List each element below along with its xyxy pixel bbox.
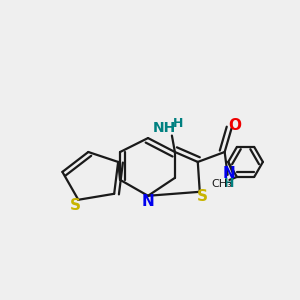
Text: NH: NH <box>153 121 176 135</box>
Text: O: O <box>228 118 241 133</box>
Text: S: S <box>197 189 208 204</box>
Text: N: N <box>223 166 236 181</box>
Text: CH₃: CH₃ <box>212 179 232 189</box>
Text: H: H <box>173 117 184 130</box>
Text: N: N <box>142 194 154 209</box>
Text: H: H <box>224 177 234 190</box>
Text: S: S <box>70 198 81 213</box>
